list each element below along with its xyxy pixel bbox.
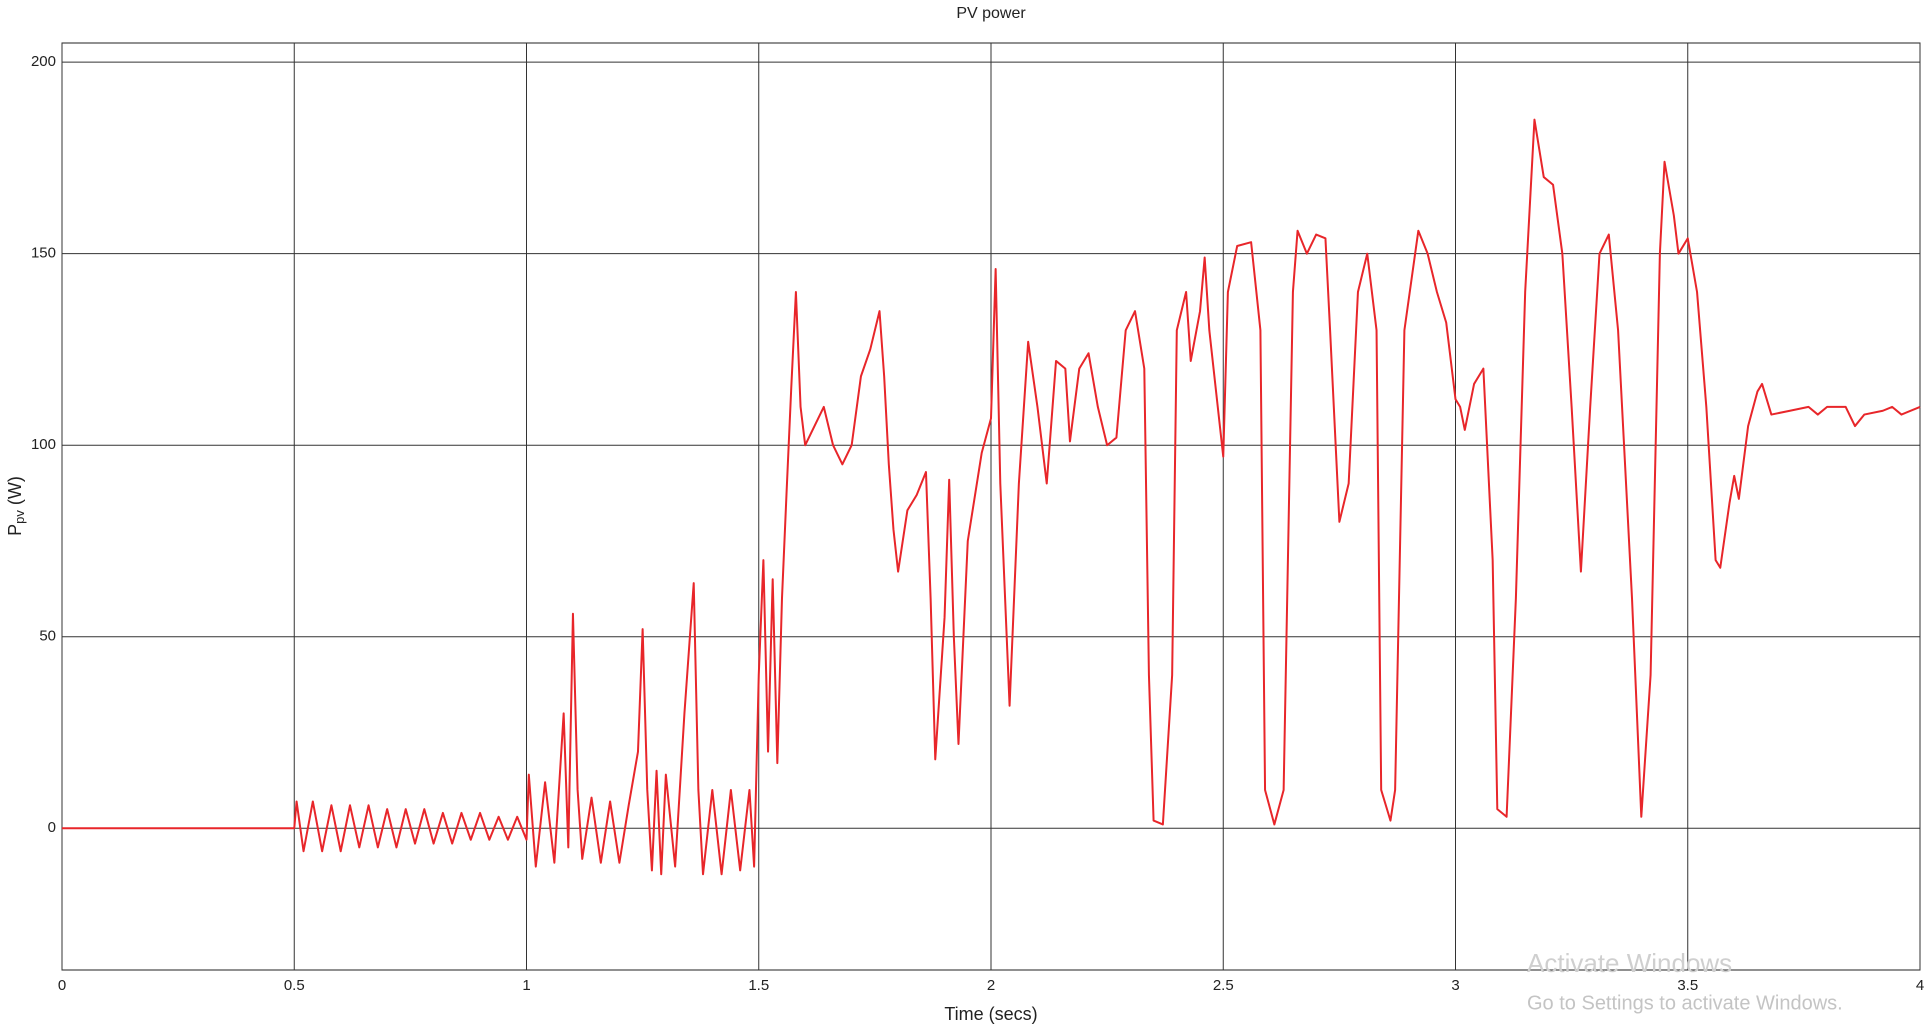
y-tick-label: 150 xyxy=(31,245,56,262)
watermark: Activate Windows xyxy=(1527,948,1732,978)
x-tick-label: 2 xyxy=(987,977,995,994)
y-label-main: P xyxy=(5,524,25,536)
x-tick-label: 4 xyxy=(1916,977,1924,994)
chart-title: PV power xyxy=(956,5,1026,22)
data-line xyxy=(62,118,1921,876)
y-tick-label: 100 xyxy=(31,436,56,453)
y-axis-label: Ppv (W) xyxy=(5,476,28,536)
x-tick-label: 1.5 xyxy=(748,977,769,994)
x-tick-label: 3.5 xyxy=(1677,977,1698,994)
y-tick-label: 0 xyxy=(48,819,56,836)
y-tick-label: 50 xyxy=(39,628,56,645)
x-tick-label: 1 xyxy=(522,977,530,994)
y-tick-label: 200 xyxy=(31,53,56,70)
y-label-unit: (W) xyxy=(5,476,25,505)
x-axis-label: Time (secs) xyxy=(944,1004,1037,1024)
x-tick-label: 2.5 xyxy=(1213,977,1234,994)
watermark: Go to Settings to activate Windows. xyxy=(1527,992,1843,1014)
x-tick-label: 0 xyxy=(58,977,66,994)
x-tick-label: 3 xyxy=(1451,977,1459,994)
x-tick-label: 0.5 xyxy=(284,977,305,994)
y-label-subscript: pv xyxy=(12,510,27,524)
